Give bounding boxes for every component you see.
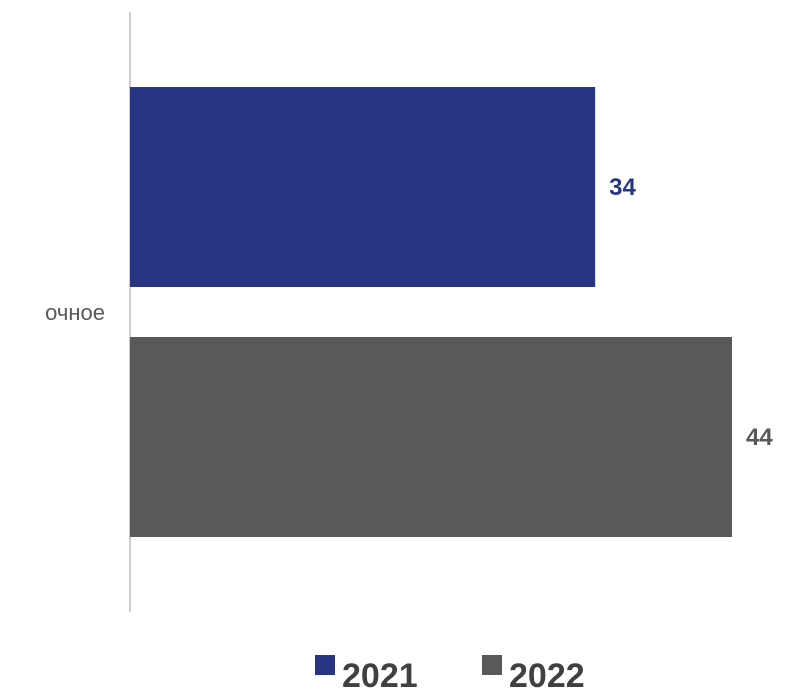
legend: 2021 2022 [315, 655, 585, 690]
legend-label-2022: 2022 [509, 657, 585, 690]
bars-group [130, 87, 732, 537]
bar-2022 [130, 337, 732, 537]
legend-swatch-2022 [482, 655, 502, 675]
legend-swatch-2021 [315, 655, 335, 675]
value-label-2022: 44 [746, 424, 773, 451]
value-labels-group: 34 44 [609, 174, 773, 451]
legend-label-2021: 2021 [342, 657, 418, 690]
value-label-2021: 34 [609, 174, 636, 201]
bar-2021 [130, 87, 596, 287]
category-label: очное [45, 300, 105, 325]
category-labels-group: очное [45, 300, 105, 325]
